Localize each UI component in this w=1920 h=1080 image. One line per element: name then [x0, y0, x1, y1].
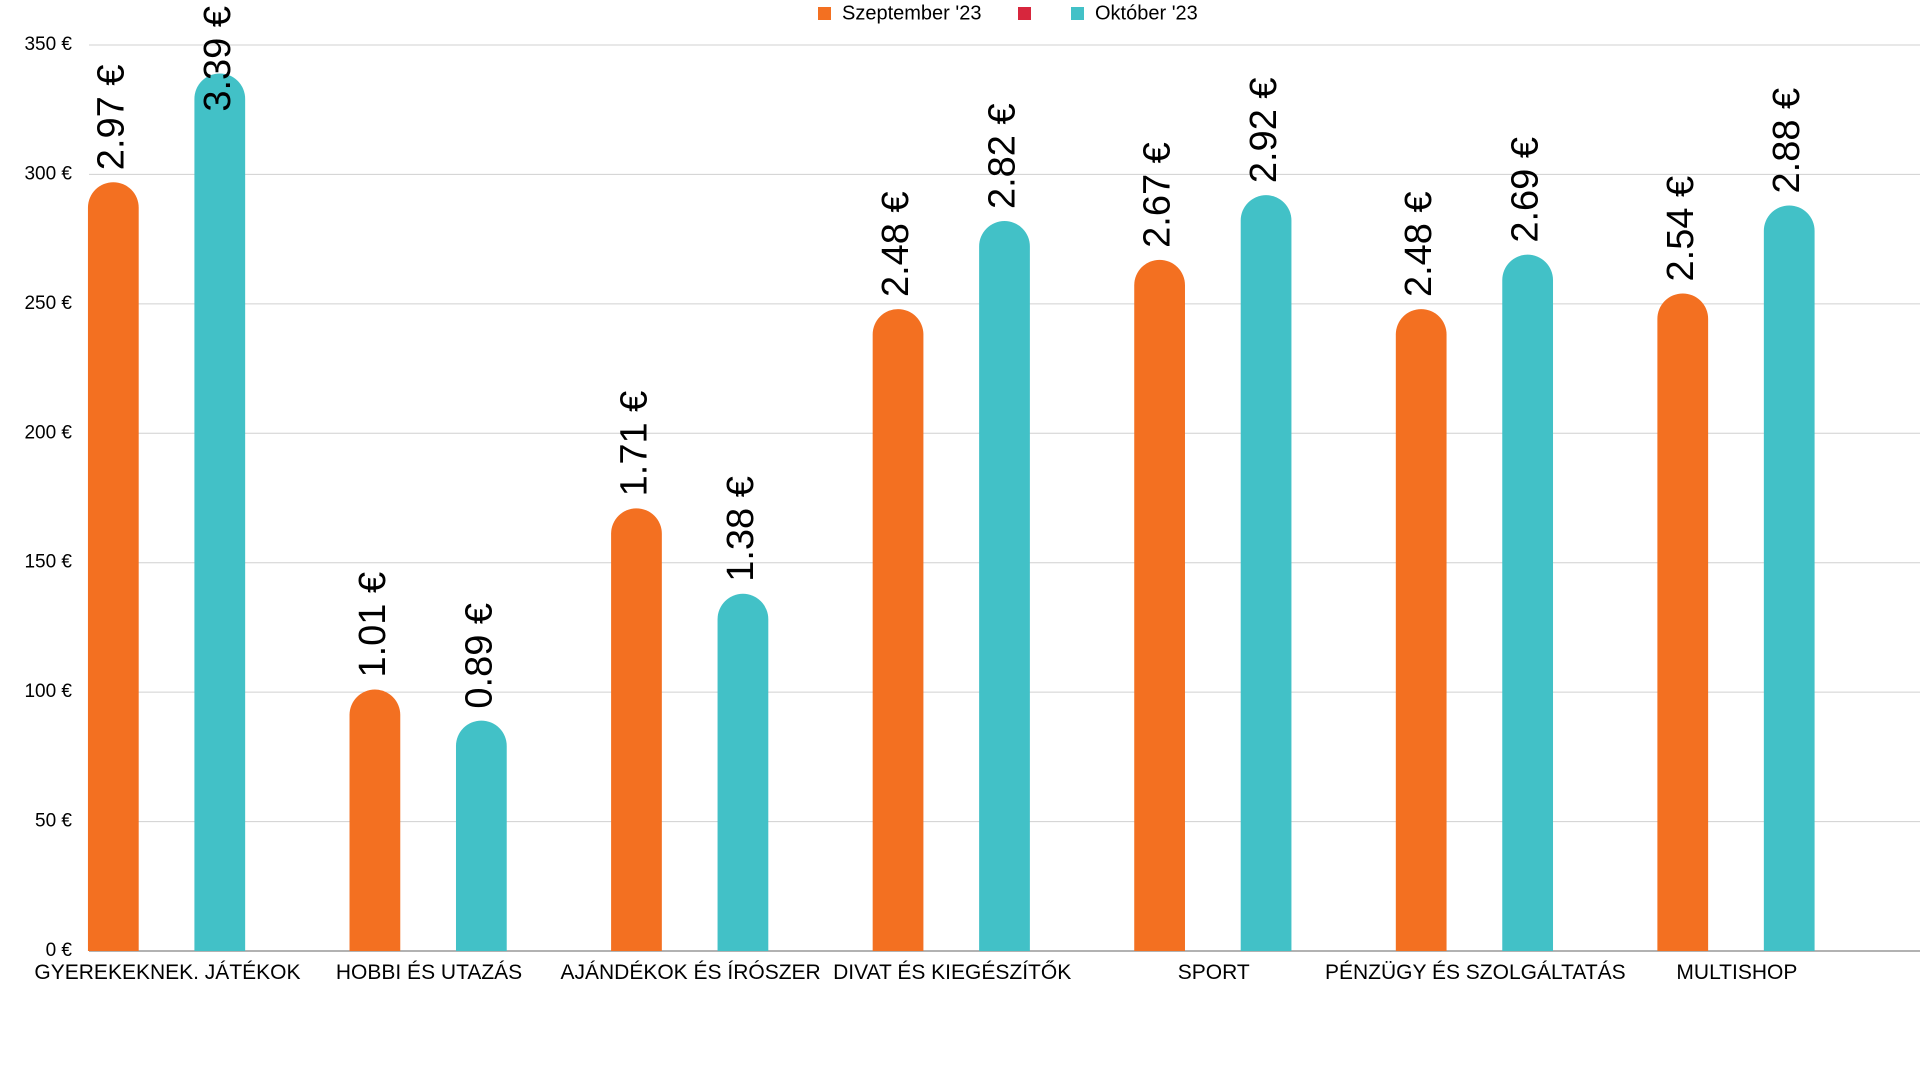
legend-label: Október '23	[1095, 2, 1198, 24]
bar	[717, 593, 769, 951]
x-tick-label: MULTISHOP	[1676, 961, 1797, 984]
bar	[87, 182, 139, 951]
bar	[1502, 254, 1554, 951]
value-label: 1.38 €	[720, 476, 762, 582]
legend-label: Szeptember '23	[842, 2, 981, 24]
value-label: 3.39 €	[197, 6, 239, 112]
bar	[349, 689, 401, 951]
y-tick-label: 100 €	[24, 681, 72, 702]
y-tick-label: 350 €	[24, 34, 72, 55]
value-label: 2.54 €	[1660, 176, 1702, 282]
value-label: 2.48 €	[1398, 191, 1440, 297]
value-label: 2.97 €	[90, 65, 132, 171]
legend-swatch	[1071, 7, 1084, 20]
bar	[194, 73, 246, 951]
y-tick-label: 300 €	[24, 163, 72, 184]
value-label: 2.69 €	[1505, 137, 1547, 243]
x-tick-label: HOBBI ÉS UTAZÁS	[336, 961, 522, 984]
value-label: 2.88 €	[1766, 88, 1808, 194]
x-tick-label: PÉNZÜGY ÉS SZOLGÁLTATÁS	[1325, 961, 1626, 984]
y-tick-label: 200 €	[24, 422, 72, 443]
bar	[872, 309, 924, 951]
value-label: 2.92 €	[1243, 77, 1285, 183]
x-tick-label: DIVAT ÉS KIEGÉSZÍTŐK	[833, 961, 1071, 984]
value-label: 2.48 €	[875, 191, 917, 297]
bar	[611, 508, 662, 951]
bar	[1395, 309, 1447, 951]
y-tick-label: 0 €	[46, 940, 73, 961]
bar	[1763, 205, 1815, 951]
bar	[1240, 195, 1292, 951]
bar	[1657, 293, 1709, 951]
value-label: 2.67 €	[1137, 142, 1179, 248]
value-label: 2.82 €	[982, 103, 1024, 209]
x-tick-label: AJÁNDÉKOK ÉS ÍRÓSZER	[560, 961, 820, 984]
legend-swatch	[1018, 7, 1031, 20]
y-tick-label: 150 €	[24, 552, 72, 573]
bar	[1134, 259, 1185, 951]
x-tick-label: GYEREKEKNEK. JÁTÉKOK	[34, 961, 300, 984]
bar	[979, 221, 1030, 951]
y-tick-label: 50 €	[35, 811, 72, 832]
legend-swatch	[818, 7, 831, 20]
bar	[455, 720, 507, 951]
value-label: 1.71 €	[614, 391, 656, 497]
value-label: 1.01 €	[352, 572, 394, 678]
x-tick-label: SPORT	[1178, 961, 1250, 984]
value-label: 0.89 €	[458, 603, 500, 709]
y-tick-label: 250 €	[24, 293, 72, 314]
